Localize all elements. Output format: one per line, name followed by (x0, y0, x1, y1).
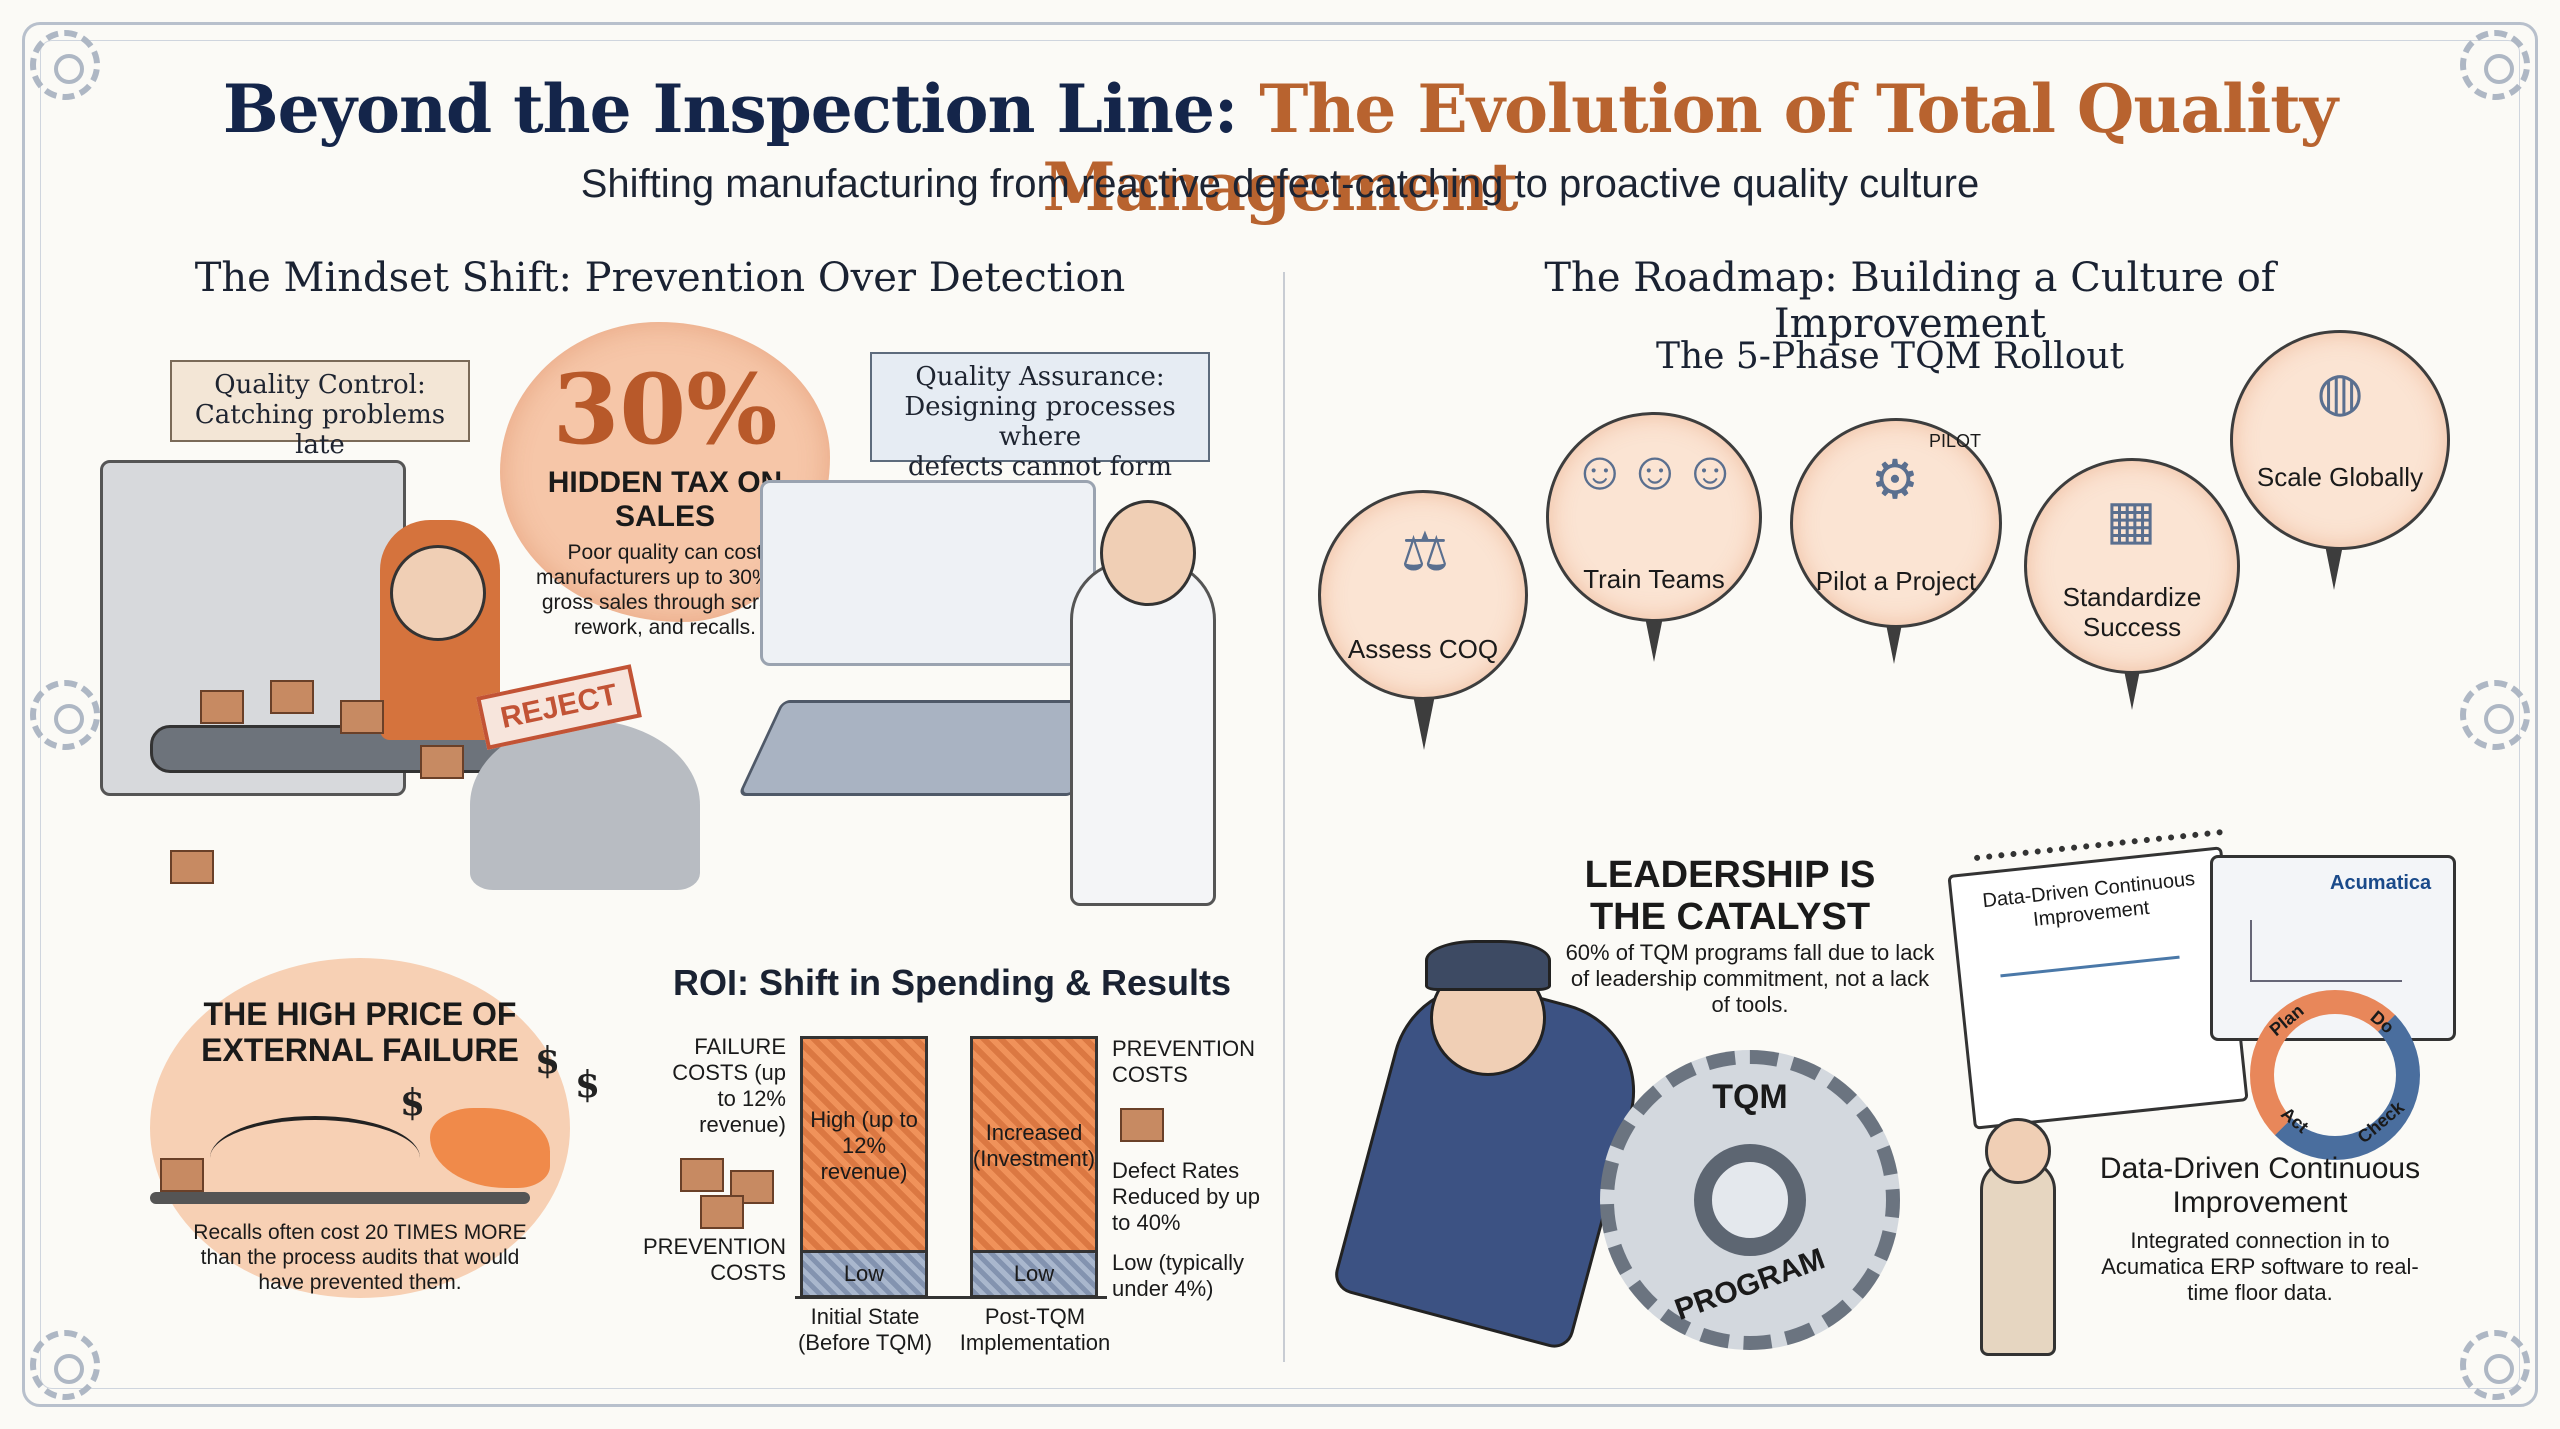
data-driven-text: Integrated connection in to Acumatica ER… (2101, 1228, 2419, 1305)
roi-axis (795, 1296, 1107, 1299)
roi-low-label: Low (typically under 4%) (1112, 1250, 1245, 1301)
title-part-2: The Evolution of Total Quality Managemen… (1042, 70, 2338, 226)
qc-banner: Quality Control: Catching problems late (170, 360, 470, 460)
pilot-flag: PILOT (1928, 431, 1981, 451)
gear-icon (2460, 30, 2530, 100)
process-pipes-illustration (760, 480, 1096, 666)
qa-conveyor-illustration (737, 700, 1119, 796)
external-failure-text: Recalls often cost 20 TIMES MORE than th… (193, 1221, 527, 1294)
gear-icon (2460, 680, 2530, 750)
right-heading: The Roadmap: Building a Culture of Impro… (1544, 255, 2276, 347)
phase-standardize-label: Standardize Success (2062, 582, 2202, 642)
pilot-icon: ⚙ (1870, 450, 1920, 510)
team-icon: ☺☺☺ (1572, 441, 1738, 501)
qa-banner-line: Quality Assurance: (915, 362, 1165, 392)
column-divider (1283, 272, 1285, 1362)
phase-assess-label: Assess COQ (1347, 634, 1499, 664)
broken-box-icon (700, 1195, 744, 1229)
hidden-tax-caption: HIDDEN TAX ON SALES (547, 466, 783, 533)
phase-pilot (1790, 418, 2002, 628)
qa-banner-line: defects cannot form (908, 452, 1172, 482)
external-failure-title: THE HIGH PRICE OF EXTERNAL FAILURE (201, 996, 519, 1068)
broken-box-icon (680, 1158, 724, 1192)
product-box-icon (1120, 1108, 1164, 1142)
fedora-hat-icon (1425, 940, 1551, 991)
recall-arrow-icon (210, 1116, 420, 1200)
qa-banner: Quality Assurance: Designing processes w… (870, 352, 1210, 482)
roi-failure-costs-label: FAILURE COSTS (up to 12% revenue) (672, 1034, 786, 1137)
defect-box-icon (340, 700, 384, 734)
page-subtitle: Shifting manufacturing from reactive def… (580, 162, 1980, 206)
gear-icon (30, 680, 100, 750)
globe-icon: ◍ (2316, 362, 2364, 422)
scale-icon: ⚖ (1400, 522, 1450, 582)
broken-box-icon (730, 1170, 774, 1204)
title-part-1: Beyond the Inspection Line: (222, 70, 1238, 148)
roi-bar-before: High (up to 12% revenue) Low (800, 1036, 928, 1298)
inspector-head-illustration (390, 545, 486, 641)
roi-category-after: Post-TQM Implementation (959, 1304, 1111, 1355)
presenter-head-illustration (1985, 1118, 2051, 1184)
phase-scale-label: Scale Globally (2256, 462, 2424, 492)
hidden-tax-text: Poor quality can cost manufacturers up t… (536, 541, 794, 639)
roi-bar-after-bottom-label: Low (1013, 1261, 1055, 1286)
dollar-icon: $ (400, 1082, 426, 1124)
qc-banner-line: Quality Control: (214, 370, 426, 400)
ornamental-border (22, 22, 2538, 1407)
scientist-illustration (1070, 560, 1216, 906)
qc-banner-line: Catching problems late (194, 400, 446, 460)
tqm-gear-icon (1600, 1050, 1900, 1350)
page-title: Beyond the Inspection Line: The Evolutio… (0, 70, 2560, 226)
defect-box-icon (420, 745, 464, 779)
phase-standardize (2024, 458, 2240, 674)
phase-scale (2230, 330, 2450, 550)
defect-box-icon (200, 690, 244, 724)
roi-right-prevention-label: PREVENTION COSTS (1112, 1036, 1256, 1087)
roi-bar-before-bottom-label: Low (843, 1261, 885, 1286)
line-chart-icon (2250, 920, 2402, 982)
acumatica-logo: Acumatica (2330, 872, 2432, 894)
recall-track (150, 1192, 530, 1204)
data-driven-heading: Data-Driven Continuous Improvement (2099, 1152, 2421, 1219)
roi-bar-before-prevention: Low (803, 1250, 925, 1295)
blueprint-icon: ▦ (2105, 490, 2157, 550)
qa-banner-line: Designing processes where (904, 392, 1176, 452)
left-heading: The Mindset Shift: Prevention Over Detec… (194, 255, 1126, 301)
roi-bar-after-failure: Low (973, 1250, 1095, 1295)
gear-icon (30, 30, 100, 100)
leadership-text: 60% of TQM programs fall due to lack of … (1565, 940, 1935, 1017)
gear-icon (30, 1330, 100, 1400)
phase-pilot-label: Pilot a Project (1815, 566, 1977, 596)
gear-hub (1694, 1144, 1806, 1256)
phase-train-label: Train Teams (1583, 564, 1725, 594)
roi-bar-after: Increased (Investment) Low (970, 1036, 1098, 1298)
defect-box-icon (170, 850, 214, 884)
leadership-heading: LEADERSHIP IS THE CATALYST (1584, 854, 1876, 938)
dollar-icon: $ (575, 1064, 601, 1106)
rollout-title: The 5-Phase TQM Rollout (1655, 336, 2125, 377)
roi-bar-before-top-label: High (up to 12% revenue) (810, 1107, 918, 1184)
dollar-icon: $ (535, 1040, 561, 1082)
presenter-illustration (1980, 1160, 2056, 1356)
gear-label-top: TQM (1712, 1078, 1788, 1116)
defect-box-icon (270, 680, 314, 714)
roi-title: ROI: Shift in Spending & Results (673, 962, 1231, 1003)
gear-icon (2460, 1330, 2530, 1400)
hidden-tax-percent: 30% (552, 353, 778, 466)
recalled-box-icon (160, 1158, 204, 1192)
phase-assess (1318, 490, 1528, 700)
scientist-head-illustration (1100, 500, 1196, 606)
roi-defect-reduction-label: Defect Rates Reduced by up to 40% (1112, 1158, 1260, 1235)
roi-prevention-costs-label: PREVENTION COSTS (642, 1234, 786, 1285)
hidden-tax-cloud: 30% HIDDEN TAX ON SALES Poor quality can… (500, 322, 830, 639)
roi-bar-after-top-label: Increased (Investment) (972, 1120, 1096, 1171)
phase-train (1546, 412, 1762, 622)
roi-category-before: Initial State (Before TQM) (797, 1304, 933, 1355)
roi-bar-after-prevention: Increased (Investment) (973, 1039, 1095, 1253)
roi-bar-before-failure: High (up to 12% revenue) (803, 1039, 925, 1253)
scrap-pile-illustration (470, 720, 700, 890)
